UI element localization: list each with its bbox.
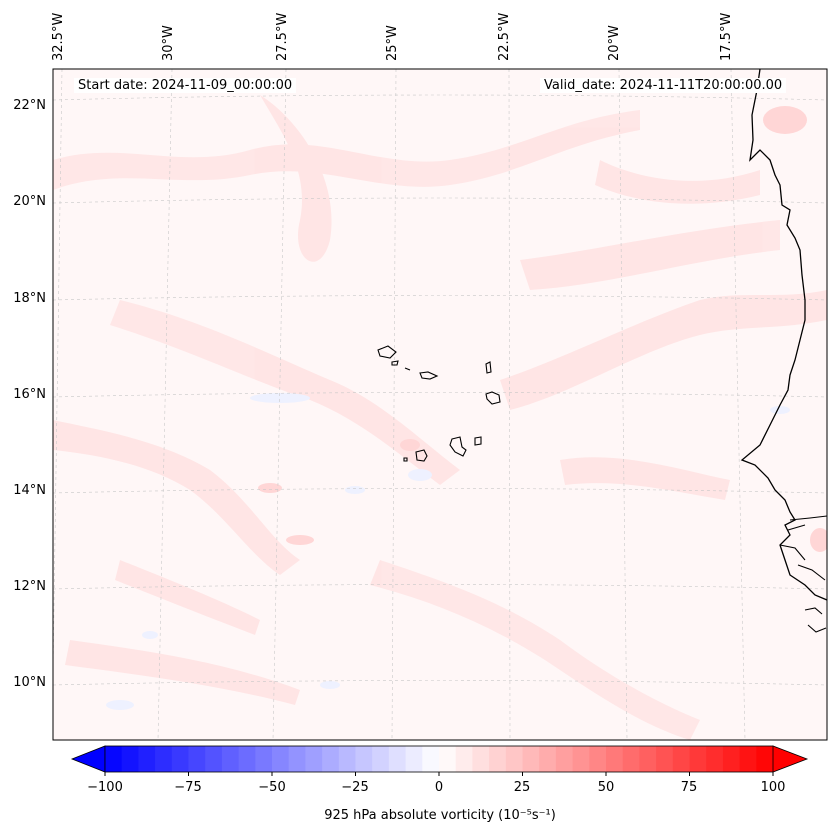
map-frame xyxy=(52,68,828,741)
colorbar-step xyxy=(171,746,189,772)
colorbar-step xyxy=(272,746,290,772)
colorbar-step xyxy=(639,746,657,772)
colorbar-step xyxy=(489,746,507,772)
start-date-label: Start date: 2024-11-09_00:00:00 xyxy=(74,78,297,93)
colorbar-step xyxy=(472,746,490,772)
colorbar-step xyxy=(455,746,473,772)
colorbar-ticks xyxy=(104,772,774,776)
lat-label-16n: 16°N xyxy=(13,387,46,402)
colorbar-step xyxy=(572,746,590,772)
lat-label-14n: 14°N xyxy=(13,483,46,498)
colorbar-step xyxy=(689,746,707,772)
colorbar-tick-label: 50 xyxy=(597,780,615,795)
colorbar-step xyxy=(372,746,390,772)
colorbar-step xyxy=(105,746,123,772)
lat-label-12n: 12°N xyxy=(13,579,46,594)
lat-label-10n: 10°N xyxy=(13,675,46,690)
lat-label-18n: 18°N xyxy=(13,291,46,306)
colorbar-step xyxy=(121,746,139,772)
colorbar-tick-label: 75 xyxy=(680,780,698,795)
colorbar-step xyxy=(656,746,674,772)
colorbar-step xyxy=(405,746,423,772)
vorticity-local-maxima xyxy=(258,106,827,552)
colorbar-step xyxy=(589,746,607,772)
colorbar-step xyxy=(355,746,373,772)
lat-label-20n: 20°N xyxy=(13,194,46,209)
colorbar-step xyxy=(606,746,624,772)
africa-coastline xyxy=(740,69,827,601)
colorbar-step xyxy=(622,746,640,772)
colorbar-step xyxy=(722,746,741,772)
graticule xyxy=(53,69,827,740)
vorticity-positive-bands xyxy=(53,95,827,740)
lat-label-22n: 22°N xyxy=(13,98,46,113)
colorbar-tick-label: 25 xyxy=(513,780,531,795)
colorbar-step xyxy=(155,746,173,772)
colorbar-step xyxy=(439,746,457,772)
colorbar-tick-label: 100 xyxy=(760,780,786,795)
colorbar-step xyxy=(539,746,557,772)
cape-verde-south-islands xyxy=(403,436,482,462)
colorbar-step xyxy=(288,746,306,772)
cape-verde-north-islands xyxy=(377,345,501,405)
colorbar-step xyxy=(238,746,256,772)
colorbar-step xyxy=(221,746,240,772)
colorbar-step xyxy=(138,746,156,772)
colorbar-extend-min xyxy=(70,745,106,773)
senegal-gambia-coast xyxy=(779,515,827,633)
colorbar-step xyxy=(522,746,540,772)
colorbar-tick-label: −25 xyxy=(341,780,369,795)
colorbar-steps xyxy=(105,746,774,772)
vorticity-negative-patches xyxy=(106,393,790,710)
colorbar-tick-label: 0 xyxy=(434,780,444,795)
colorbar-step xyxy=(555,746,574,772)
colorbar-step xyxy=(739,746,757,772)
colorbar-step xyxy=(505,746,523,772)
colorbar-step xyxy=(422,746,440,772)
colorbar-step xyxy=(672,746,690,772)
colorbar-tick-label: −75 xyxy=(174,780,202,795)
colorbar-step xyxy=(305,746,323,772)
colorbar-step xyxy=(706,746,724,772)
colorbar-tick-label: −50 xyxy=(258,780,286,795)
colorbar-step xyxy=(188,746,206,772)
colorbar-step xyxy=(255,746,273,772)
colorbar-title: 925 hPa absolute vorticity (10⁻⁵s⁻¹) xyxy=(324,808,556,823)
colorbar-step xyxy=(338,746,356,772)
colorbar-extend-max xyxy=(772,745,809,773)
colorbar xyxy=(70,745,809,776)
valid-date-label: Valid_date: 2024-11-11T20:00:00.00 xyxy=(540,78,787,93)
colorbar-tick-label: −100 xyxy=(87,780,123,795)
colorbar-step xyxy=(205,746,223,772)
map-content xyxy=(53,69,827,740)
colorbar-step xyxy=(756,746,774,772)
colorbar-step xyxy=(388,746,407,772)
colorbar-step xyxy=(322,746,340,772)
